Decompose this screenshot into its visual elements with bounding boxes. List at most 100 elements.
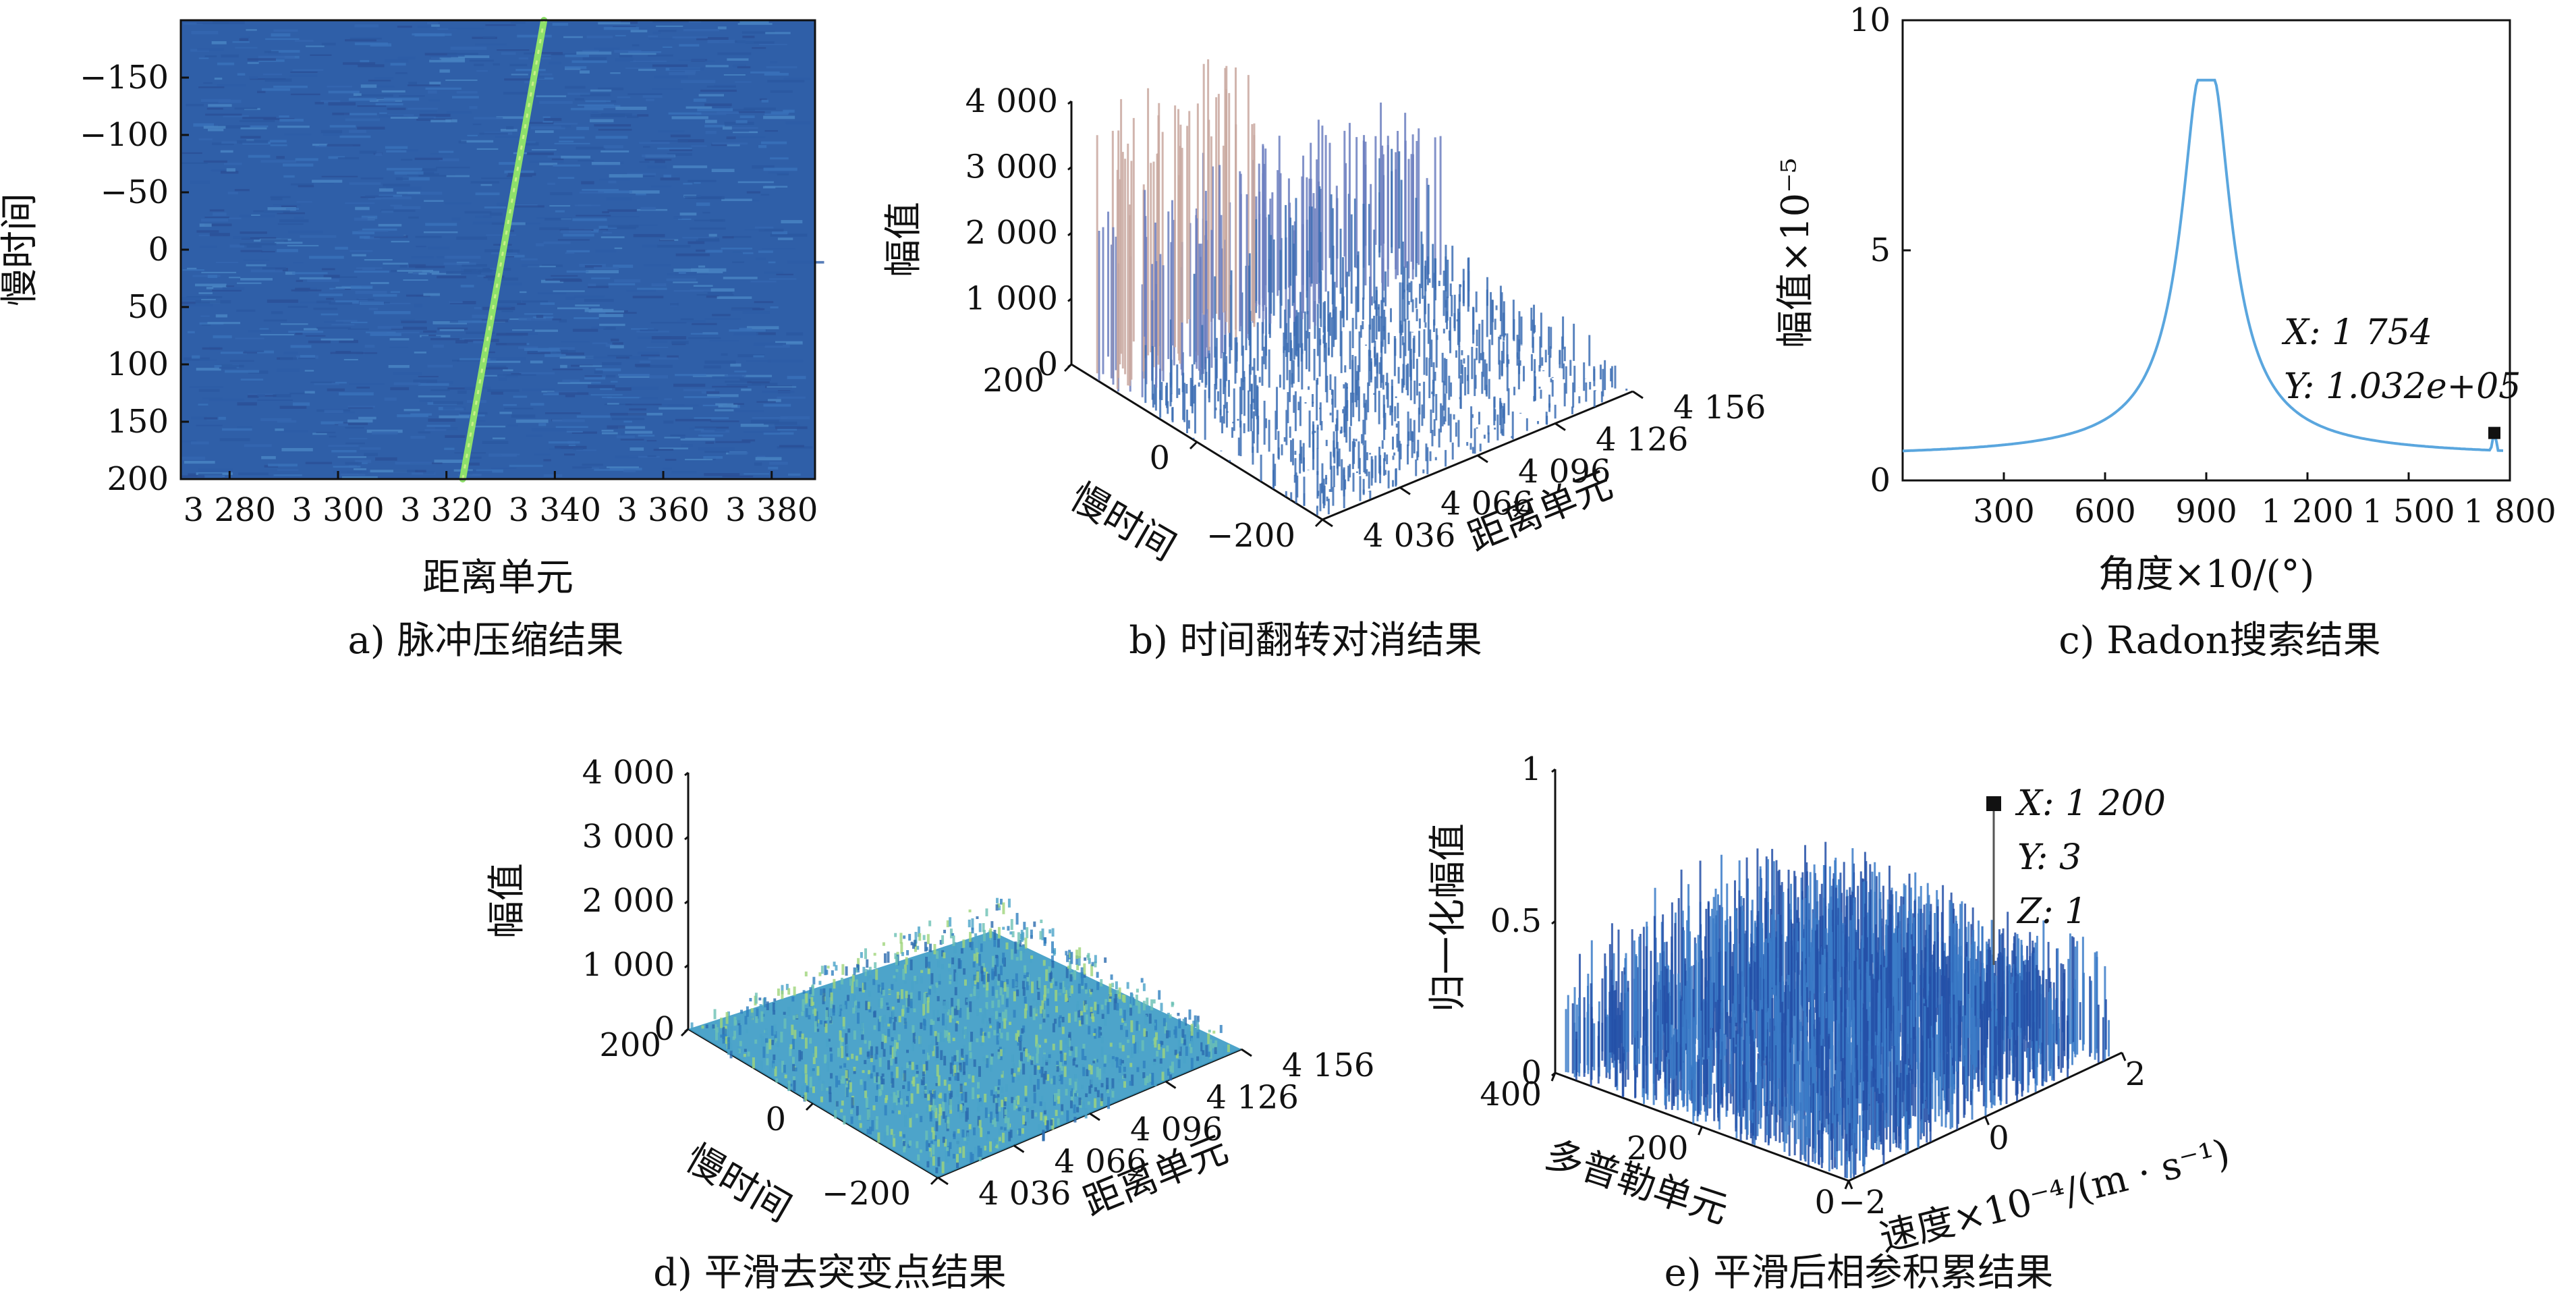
surface-d-texel [955,1023,958,1032]
heatmap-noise-streak [632,44,640,47]
surface-d-texel [983,967,986,972]
surface-d-texel [957,958,961,969]
heatmap-noise-streak [715,428,726,432]
heatmap-noise-streak [669,148,693,151]
surface-d-texel [1000,1032,1003,1039]
surface-d-texel [943,952,946,959]
heatmap-noise-streak [298,185,314,188]
surface-d-texel [1136,1067,1140,1072]
heatmap-noise-streak [436,167,470,169]
surface-d-texel [987,1031,990,1038]
heatmap-noise-streak [360,59,370,63]
heatmap-noise-streak [549,448,561,450]
surface-d-texel [904,1021,907,1029]
heatmap-noise-streak [536,243,544,247]
heatmap-noise-streak [391,240,410,243]
surface-d-texel [881,1073,885,1077]
surface-d-texel [1024,1008,1027,1019]
surface-d-texel [1046,1014,1050,1018]
surface-d-texel [1100,1036,1104,1044]
surface-d-texel [1104,1055,1107,1063]
heatmap-noise-streak [196,368,221,371]
surface-d-texel [912,1025,915,1033]
surface-d-texel [941,1161,945,1173]
surface-d-texel [894,933,897,937]
heatmap-noise-streak [764,186,788,188]
heatmap-a-xtick-label: 3 280 [184,491,276,529]
surface-d-texel [938,980,941,985]
heatmap-noise-streak [312,433,327,435]
surface-d-texel [1107,1002,1110,1014]
caption-c: c) Radon搜索结果 [2059,619,2380,663]
surface-d-texel [988,1018,992,1024]
heatmap-noise-streak [200,315,210,317]
heatmap-noise-streak [193,123,215,127]
heatmap-noise-streak [738,111,765,113]
surface-d-texel [864,1059,867,1065]
surface-d-texel [1082,1067,1086,1076]
surface-d-texel [1042,1074,1046,1084]
heatmap-noise-streak [498,377,507,381]
heatmap-noise-streak [328,90,360,94]
surface-d-texel [1013,1073,1016,1077]
surface-d-texel [910,1093,914,1104]
surface-d-texel [851,1053,854,1059]
heatmap-noise-streak [613,265,634,268]
surface-d-texel [884,1035,887,1043]
heatmap-noise-streak [547,155,571,158]
heatmap-noise-streak [421,168,437,171]
surface-d-texel [1100,1098,1103,1107]
heatmap-noise-streak [419,110,437,113]
heatmap-noise-streak [298,358,316,360]
surface-d-texel [968,909,972,913]
surface-d-texel [1035,1034,1038,1047]
surface-d-texel [998,1106,1001,1112]
surface-d-texel [908,1111,912,1119]
surface-d-texel [1037,1065,1040,1070]
line-c-xtick-label: 1 500 [2362,493,2455,530]
heatmap-noise-streak [303,328,318,331]
surface-d-xtick-label: 4 036 [978,1175,1071,1213]
heatmap-noise-streak [395,462,432,465]
surface-d-texel [822,988,826,997]
heatmap-noise-streak [712,142,748,145]
surface-d-texel [853,967,856,976]
surface-d-texel [893,1046,896,1058]
surface-d-texel [1070,1046,1073,1051]
surface-d-texel [729,1050,733,1059]
surface-d-texel [1208,1029,1211,1033]
surface-d-texel [905,998,909,1008]
surface-d-texel [909,1117,912,1128]
surface-d-texel [878,1080,881,1090]
surface-d-texel [934,1135,937,1142]
heatmap-noise-streak [391,327,427,330]
heatmap-noise-streak [428,418,456,422]
surface-d-texel [760,1036,764,1047]
surface-d-ztick-mark [684,771,689,777]
surface-d-texel [1000,1126,1003,1130]
heatmap-noise-streak [211,169,225,172]
heatmap-noise-streak [693,285,713,287]
heatmap-noise-streak [375,152,383,156]
heatmap-noise-streak [229,277,241,279]
heatmap-noise-streak [663,174,671,178]
heatmap-noise-streak [482,441,509,444]
heatmap-noise-streak [726,384,761,386]
heatmap-noise-streak [393,470,418,472]
heatmap-noise-streak [262,267,286,271]
heatmap-noise-streak [333,466,361,468]
surface-d-texel [1209,1048,1212,1059]
line-c-datatip-marker[interactable] [2488,426,2500,439]
heatmap-noise-streak [742,35,755,38]
surface-d-texel [772,1002,775,1011]
heatmap-noise-streak [551,53,586,56]
surface-d-texel [943,1055,947,1066]
heatmap-noise-streak [279,115,289,118]
heatmap-noise-streak [764,130,778,132]
surface-d-texel [864,1081,867,1091]
heatmap-noise-streak [590,119,614,123]
heatmap-noise-streak [697,108,733,111]
heatmap-noise-streak [735,81,752,83]
